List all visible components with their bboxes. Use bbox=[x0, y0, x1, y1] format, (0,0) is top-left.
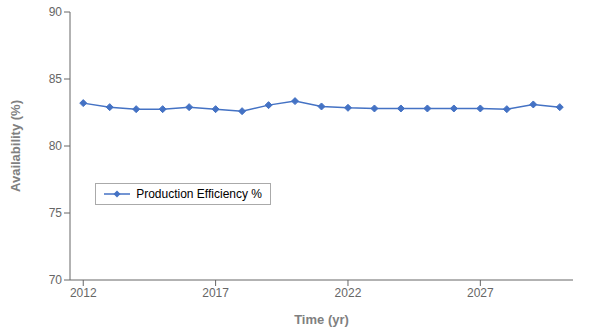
svg-text:2027: 2027 bbox=[467, 286, 494, 300]
svg-text:2022: 2022 bbox=[335, 286, 362, 300]
svg-text:2012: 2012 bbox=[70, 286, 97, 300]
svg-text:90: 90 bbox=[49, 5, 63, 19]
svg-text:85: 85 bbox=[49, 72, 63, 86]
svg-text:70: 70 bbox=[49, 273, 63, 287]
svg-text:75: 75 bbox=[49, 206, 63, 220]
html-text:Production Efficiency %: Production Efficiency % bbox=[136, 187, 262, 201]
svg-text:2017: 2017 bbox=[202, 286, 229, 300]
svg-text:Availability (%): Availability (%) bbox=[8, 100, 23, 192]
svg-text:80: 80 bbox=[49, 139, 63, 153]
svg-text:Time (yr): Time (yr) bbox=[294, 312, 349, 327]
